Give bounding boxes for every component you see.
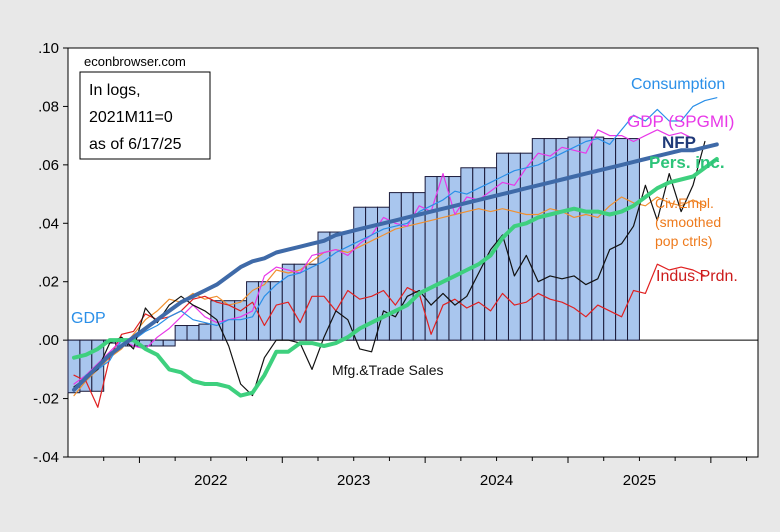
label-gdp-spgmi: GDP (SPGMI) <box>627 112 734 131</box>
gdp-bar <box>531 138 545 341</box>
series-lines <box>72 97 719 408</box>
x-tick-label: 2024 <box>480 472 513 489</box>
gdp-bar <box>257 281 271 341</box>
x-tick-label: 2023 <box>337 472 370 489</box>
gdp-bar <box>174 325 188 341</box>
y-tick-label: -.02 <box>33 391 59 408</box>
series-line-pers-inc <box>72 157 719 398</box>
gdp-bar <box>198 323 212 341</box>
gdp-bar <box>317 231 331 341</box>
label-nfp: NFP <box>662 133 696 152</box>
y-tick-label: .08 <box>38 98 59 115</box>
label-consumption: Consumption <box>631 76 725 93</box>
gdp-bar <box>234 300 248 341</box>
y-tick-label: .06 <box>38 157 59 174</box>
gdp-bar <box>615 138 629 341</box>
label-pers-inc: Pers. inc. <box>649 153 725 172</box>
y-tick-label: .00 <box>38 332 59 349</box>
label-gdp: GDP <box>71 310 106 327</box>
gdp-bar <box>555 138 569 341</box>
label-indus-prdn: Indus.Prdn. <box>656 268 738 285</box>
series-line-gdp-spgmi <box>73 129 694 385</box>
gdp-bar <box>519 152 533 341</box>
x-tick-label: 2025 <box>623 472 656 489</box>
y-tick-label: .10 <box>38 40 59 57</box>
gdp-bar <box>186 325 200 341</box>
gdp-bar <box>472 167 486 341</box>
note-line-1: In logs, <box>89 82 141 99</box>
label-civ-empl-line-3: pop ctrls) <box>655 233 713 249</box>
gdp-bar <box>269 281 283 341</box>
note-line-3: as of 6/17/25 <box>89 136 182 153</box>
y-tick-label: .02 <box>38 274 59 291</box>
gdp-bar <box>627 138 640 341</box>
gdp-bar <box>543 138 557 341</box>
y-tick-label: .04 <box>38 215 59 232</box>
label-civ-empl-line-2: (smoothed <box>655 214 721 230</box>
gdp-bar <box>329 231 343 341</box>
gdp-bar <box>388 192 402 341</box>
x-axis: 2022 2023 2024 2025 <box>103 457 748 489</box>
x-tick-label: 2022 <box>194 472 227 489</box>
gdp-bar <box>305 263 319 341</box>
note-box <box>79 71 211 160</box>
y-axis: .10 .08 .06 .04 .02 .00 -.02 -.04 <box>33 40 68 466</box>
series-line-nfp <box>72 142 719 392</box>
label-civ-empl: Civ.Empl. (smoothed pop ctrls) <box>655 195 725 249</box>
label-mfg-trade-sales: Mfg.&Trade Sales <box>332 362 444 378</box>
source-note: econbrowser.com <box>84 54 186 69</box>
y-tick-label: -.04 <box>33 449 59 466</box>
gdp-bar <box>162 339 176 347</box>
note-line-2: 2021M11=0 <box>89 109 173 126</box>
gdp-bar <box>567 136 581 341</box>
gdp-bar <box>579 136 593 341</box>
gdp-bar <box>293 263 307 341</box>
series-line-consumption <box>73 97 718 391</box>
gdp-bar <box>507 152 521 341</box>
gdp-bar <box>424 176 438 341</box>
label-civ-empl-line-1: Civ.Empl. <box>655 195 714 211</box>
